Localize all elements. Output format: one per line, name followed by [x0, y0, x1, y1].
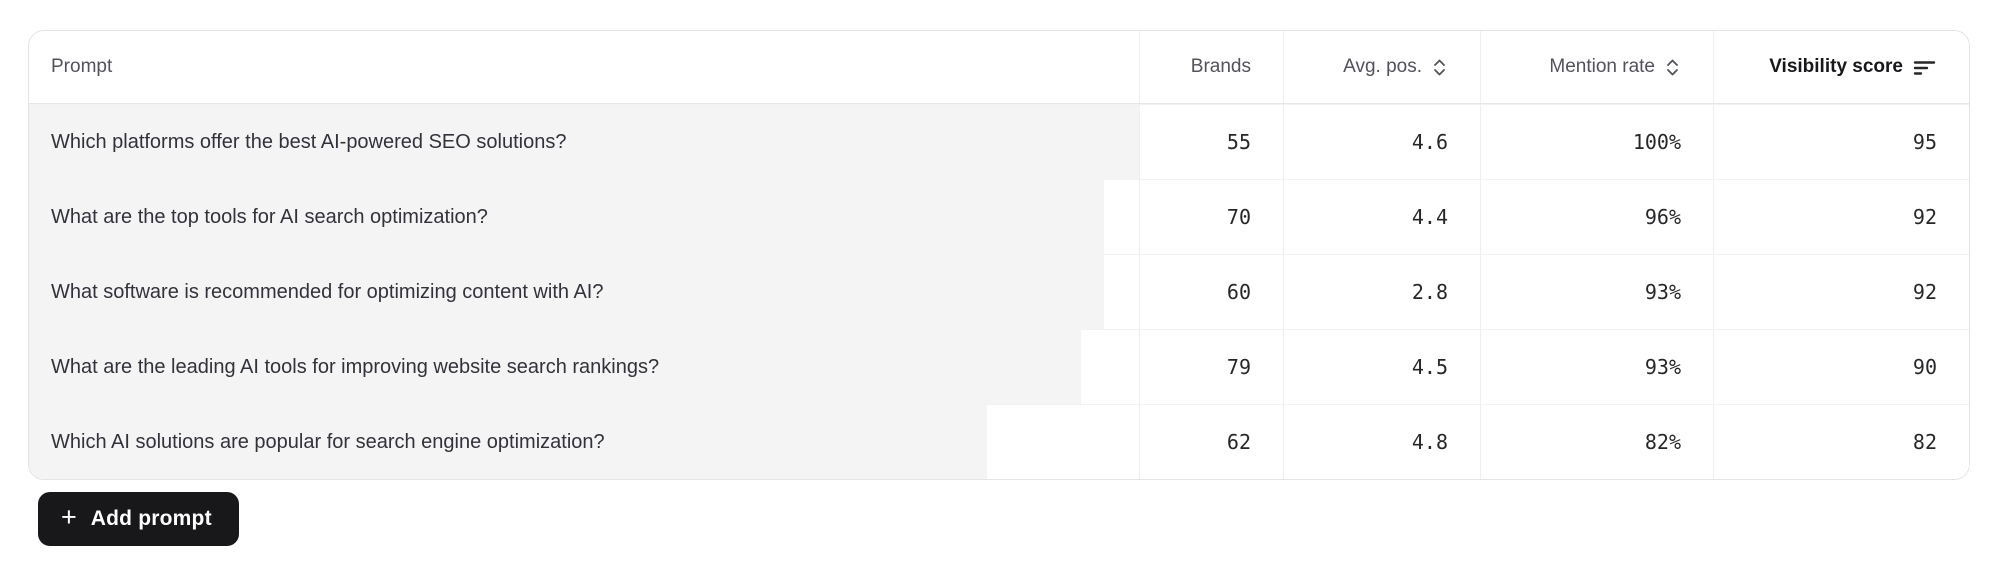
visibility-score-value: 92	[1713, 180, 1969, 254]
visibility-score-value: 90	[1713, 330, 1969, 404]
brands-value: 60	[1139, 255, 1283, 329]
plus-icon: +	[61, 502, 77, 532]
prompt-text: Which AI solutions are popular for searc…	[51, 430, 605, 453]
mention-rate-value: 93%	[1480, 330, 1713, 404]
table-row[interactable]: Which platforms offer the best AI-powere…	[29, 104, 1969, 179]
column-header-avg-pos-label: Avg. pos.	[1343, 56, 1422, 77]
chevrons-up-down-icon	[1664, 58, 1681, 77]
column-header-mention-rate-label: Mention rate	[1549, 56, 1655, 77]
brands-value: 55	[1139, 105, 1283, 179]
visibility-score-bar	[29, 255, 1104, 329]
prompt-text: What are the leading AI tools for improv…	[51, 355, 660, 378]
avg-pos-value: 4.4	[1283, 180, 1480, 254]
column-header-visibility-score-label: Visibility score	[1769, 56, 1903, 77]
prompt-cell: What are the top tools for AI search opt…	[29, 180, 1139, 254]
brands-value: 79	[1139, 330, 1283, 404]
prompts-table: Prompt Brands Avg. pos. Mention rate	[28, 30, 1970, 480]
table-row[interactable]: What software is recommended for optimiz…	[29, 254, 1969, 329]
prompt-text: What software is recommended for optimiz…	[51, 280, 604, 303]
column-header-prompt-label: Prompt	[51, 56, 113, 77]
visibility-score-bar	[29, 180, 1104, 254]
column-header-brands-label: Brands	[1190, 56, 1251, 77]
avg-pos-value: 4.5	[1283, 330, 1480, 404]
visibility-score-bar	[29, 405, 988, 479]
table-row[interactable]: Which AI solutions are popular for searc…	[29, 404, 1969, 479]
visibility-score-value: 82	[1713, 405, 1969, 479]
add-prompt-button[interactable]: + Add prompt	[38, 492, 239, 546]
prompt-cell: Which platforms offer the best AI-powere…	[29, 105, 1139, 179]
avg-pos-value: 4.6	[1283, 105, 1480, 179]
prompt-cell: What software is recommended for optimiz…	[29, 255, 1139, 329]
prompt-cell: What are the leading AI tools for improv…	[29, 330, 1139, 404]
column-header-mention-rate[interactable]: Mention rate	[1480, 31, 1713, 103]
table-row[interactable]: What are the top tools for AI search opt…	[29, 179, 1969, 254]
table-header-row: Prompt Brands Avg. pos. Mention rate	[29, 31, 1969, 104]
visibility-score-bar	[29, 105, 1139, 179]
add-prompt-button-label: Add prompt	[90, 507, 212, 530]
column-header-visibility-score[interactable]: Visibility score	[1713, 31, 1969, 103]
chevrons-up-down-icon	[1431, 58, 1448, 77]
mention-rate-value: 96%	[1480, 180, 1713, 254]
visibility-score-bar	[29, 330, 1081, 404]
avg-pos-value: 2.8	[1283, 255, 1480, 329]
visibility-score-value: 95	[1713, 105, 1969, 179]
mention-rate-value: 82%	[1480, 405, 1713, 479]
prompt-text: Which platforms offer the best AI-powere…	[51, 130, 567, 153]
brands-value: 62	[1139, 405, 1283, 479]
mention-rate-value: 93%	[1480, 255, 1713, 329]
table-row[interactable]: What are the leading AI tools for improv…	[29, 329, 1969, 404]
column-header-brands: Brands	[1139, 31, 1283, 103]
avg-pos-value: 4.8	[1283, 405, 1480, 479]
visibility-score-value: 92	[1713, 255, 1969, 329]
column-header-prompt: Prompt	[29, 31, 1139, 103]
prompt-cell: Which AI solutions are popular for searc…	[29, 405, 1139, 479]
brands-value: 70	[1139, 180, 1283, 254]
sort-descending-icon	[1912, 57, 1937, 77]
mention-rate-value: 100%	[1480, 105, 1713, 179]
column-header-avg-pos[interactable]: Avg. pos.	[1283, 31, 1480, 103]
prompt-text: What are the top tools for AI search opt…	[51, 205, 488, 228]
